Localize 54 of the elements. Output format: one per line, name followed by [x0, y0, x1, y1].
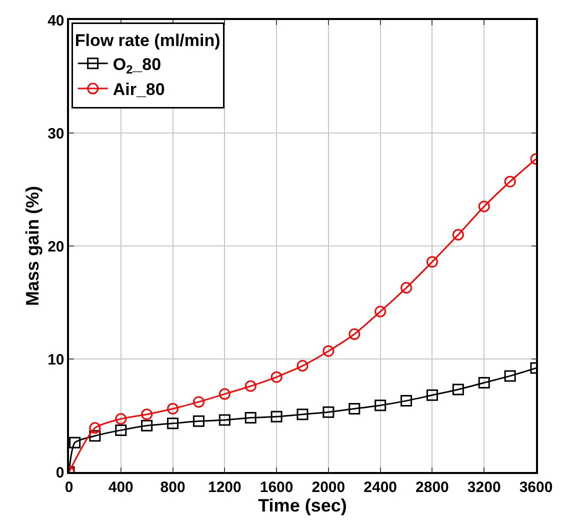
- y-axis-title: Mass gain (%): [22, 186, 42, 306]
- x-tick-label: 400: [108, 478, 134, 496]
- point: [218, 414, 230, 426]
- point: [192, 396, 204, 408]
- point: [141, 408, 153, 420]
- point: [270, 410, 282, 422]
- point: [115, 413, 127, 425]
- point: [478, 200, 490, 212]
- point: [270, 371, 282, 383]
- point: [504, 370, 516, 382]
- x-tick-label: 2000: [312, 478, 346, 496]
- point: [167, 402, 179, 414]
- x-tick-label: 1600: [260, 478, 294, 496]
- point: [504, 176, 516, 188]
- point: [322, 406, 334, 418]
- point: [374, 306, 386, 318]
- x-tick-label: 2800: [416, 478, 449, 496]
- point: [89, 422, 101, 434]
- point: [374, 400, 386, 412]
- point: [167, 418, 179, 430]
- y-tick-label: 30: [48, 125, 64, 142]
- point: [322, 345, 334, 357]
- legend-label: Air_80: [112, 80, 165, 100]
- point: [452, 384, 464, 396]
- point: [192, 415, 204, 427]
- point: [244, 412, 256, 424]
- point: [400, 395, 412, 407]
- y-tick-label: 20: [48, 238, 64, 256]
- point: [89, 430, 101, 442]
- y-tick-label: 10: [48, 351, 64, 368]
- point: [115, 424, 127, 436]
- y-tick-label: 0: [56, 464, 64, 482]
- point: [426, 256, 438, 268]
- point: [141, 420, 153, 432]
- x-axis-title: Time (sec): [258, 496, 347, 516]
- point: [452, 228, 464, 240]
- x-tick-label: 3200: [467, 478, 501, 496]
- point: [426, 389, 438, 401]
- point: [348, 328, 360, 340]
- point: [296, 408, 308, 420]
- legend-label: O$_{2}$_80: [112, 55, 162, 77]
- point: [244, 380, 256, 392]
- point: [478, 376, 490, 388]
- y-tick-label: 40: [48, 12, 64, 30]
- x-tick-label: 1200: [208, 478, 242, 496]
- point: [218, 388, 230, 400]
- x-tick-label: 800: [160, 478, 186, 496]
- x-tick-label: 2400: [364, 478, 398, 496]
- point: [69, 436, 81, 448]
- point: [400, 282, 412, 294]
- x-tick-label: 3600: [519, 478, 553, 496]
- point: [296, 360, 308, 372]
- point: [348, 402, 360, 414]
- legend-title: Flow rate (ml/min): [74, 30, 220, 50]
